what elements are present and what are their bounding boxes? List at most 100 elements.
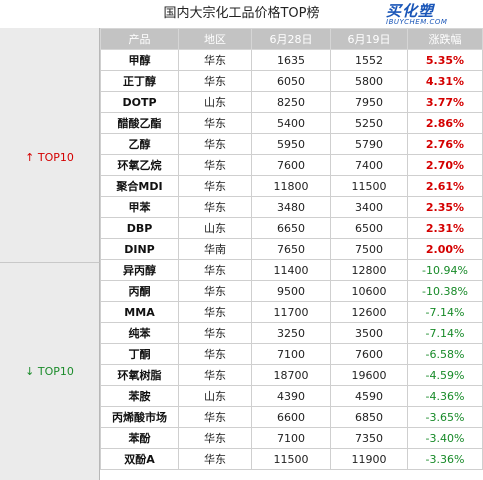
price-current-cell: 7100 (251, 343, 331, 365)
region-cell: 华东 (178, 133, 252, 155)
price-previous-cell: 11500 (330, 175, 408, 197)
price-current-cell: 3250 (251, 322, 331, 344)
price-table: 产品 地区 6月28日 6月19日 涨跌幅 甲醇 华东 1635 1552 5.35% 正… (100, 28, 483, 470)
price-current-cell: 6650 (251, 217, 331, 239)
header-row: 产品 地区 6月28日 6月19日 涨跌幅 (100, 28, 483, 50)
price-previous-cell: 5250 (330, 112, 408, 134)
change-cell: -4.36% (407, 385, 483, 407)
price-previous-cell: 6500 (330, 217, 408, 239)
price-current-cell: 8250 (251, 91, 331, 113)
price-current-cell: 11700 (251, 301, 331, 323)
region-cell: 山东 (178, 91, 252, 113)
price-current-cell: 3480 (251, 196, 331, 218)
product-cell: 甲醇 (100, 49, 179, 71)
price-current-cell: 5950 (251, 133, 331, 155)
product-cell: 苯胺 (100, 385, 179, 407)
change-cell: 2.70% (407, 154, 483, 176)
table-row: 环氧乙烷 华东 7600 7400 2.70% (100, 154, 483, 176)
table-row: DINP 华南 7650 7500 2.00% (100, 238, 483, 260)
brand-logo: 买化塑 IBUYCHEM.COM (386, 2, 476, 27)
price-previous-cell: 4590 (330, 385, 408, 407)
price-current-cell: 7600 (251, 154, 331, 176)
region-cell: 华东 (178, 322, 252, 344)
price-previous-cell: 12800 (330, 259, 408, 281)
price-previous-cell: 19600 (330, 364, 408, 386)
table-row: 聚合MDI 华东 11800 11500 2.61% (100, 175, 483, 197)
table-row: MMA 华东 11700 12600 -7.14% (100, 301, 483, 323)
price-current-cell: 18700 (251, 364, 331, 386)
product-cell: 环氧乙烷 (100, 154, 179, 176)
table-row: 苯酚 华东 7100 7350 -3.40% (100, 427, 483, 449)
change-cell: -3.36% (407, 448, 483, 470)
region-cell: 华东 (178, 301, 252, 323)
region-cell: 华东 (178, 364, 252, 386)
change-cell: -3.40% (407, 427, 483, 449)
header-date-current: 6月28日 (251, 28, 331, 50)
table-row: 苯胺 山东 4390 4590 -4.36% (100, 385, 483, 407)
product-cell: 乙醇 (100, 133, 179, 155)
price-previous-cell: 5800 (330, 70, 408, 92)
region-cell: 华东 (178, 175, 252, 197)
table-body: 甲醇 华东 1635 1552 5.35% 正丁醇 华东 6050 5800 4.31% DOTP 山… (100, 49, 483, 470)
table-row: DBP 山东 6650 6500 2.31% (100, 217, 483, 239)
price-current-cell: 11500 (251, 448, 331, 470)
price-current-cell: 1635 (251, 49, 331, 71)
price-previous-cell: 12600 (330, 301, 408, 323)
product-cell: 正丁醇 (100, 70, 179, 92)
header-date-previous: 6月19日 (330, 28, 408, 50)
region-cell: 华东 (178, 448, 252, 470)
down-arrow-icon: ↓ (25, 365, 35, 378)
header-change: 涨跌幅 (407, 28, 483, 50)
table-row: 纯苯 华东 3250 3500 -7.14% (100, 322, 483, 344)
price-current-cell: 11400 (251, 259, 331, 281)
region-cell: 华东 (178, 196, 252, 218)
table-row: 甲醇 华东 1635 1552 5.35% (100, 49, 483, 71)
table-row: DOTP 山东 8250 7950 3.77% (100, 91, 483, 113)
top-gainers-label: TOP10 (37, 151, 74, 164)
region-cell: 华东 (178, 70, 252, 92)
price-previous-cell: 3400 (330, 196, 408, 218)
price-current-cell: 5400 (251, 112, 331, 134)
region-cell: 华东 (178, 112, 252, 134)
region-cell: 华东 (178, 259, 252, 281)
change-cell: 2.61% (407, 175, 483, 197)
region-cell: 华东 (178, 427, 252, 449)
table-row: 乙醇 华东 5950 5790 2.76% (100, 133, 483, 155)
change-cell: 3.77% (407, 91, 483, 113)
product-cell: 醋酸乙酯 (100, 112, 179, 134)
title-bar: 国内大宗化工品价格TOP榜 买化塑 IBUYCHEM.COM (0, 0, 483, 29)
top-gainers-group-label: ↑ TOP10 (0, 28, 100, 262)
price-current-cell: 6050 (251, 70, 331, 92)
region-cell: 华东 (178, 406, 252, 428)
table-row: 丙烯酸市场 华东 6600 6850 -3.65% (100, 406, 483, 428)
change-cell: 5.35% (407, 49, 483, 71)
price-previous-cell: 3500 (330, 322, 408, 344)
change-cell: 2.76% (407, 133, 483, 155)
change-cell: 2.00% (407, 238, 483, 260)
change-cell: -7.14% (407, 301, 483, 323)
change-cell: 4.31% (407, 70, 483, 92)
product-cell: DOTP (100, 91, 179, 113)
price-current-cell: 7650 (251, 238, 331, 260)
change-cell: -7.14% (407, 322, 483, 344)
price-previous-cell: 7400 (330, 154, 408, 176)
table-header: 产品 地区 6月28日 6月19日 涨跌幅 (100, 28, 483, 50)
change-cell: -10.94% (407, 259, 483, 281)
price-previous-cell: 10600 (330, 280, 408, 302)
table-row: 丙酮 华东 9500 10600 -10.38% (100, 280, 483, 302)
brand-logo-main: 买化塑 (386, 2, 435, 20)
change-cell: -6.58% (407, 343, 483, 365)
table-row: 双酚A 华东 11500 11900 -3.36% (100, 448, 483, 470)
product-cell: MMA (100, 301, 179, 323)
region-cell: 山东 (178, 217, 252, 239)
product-cell: 聚合MDI (100, 175, 179, 197)
up-arrow-icon: ↑ (25, 151, 35, 164)
change-cell: 2.31% (407, 217, 483, 239)
price-previous-cell: 7950 (330, 91, 408, 113)
table-row: 甲苯 华东 3480 3400 2.35% (100, 196, 483, 218)
page-title: 国内大宗化工品价格TOP榜 (163, 6, 320, 21)
top-losers-label: TOP10 (37, 365, 74, 378)
product-cell: 丙酮 (100, 280, 179, 302)
header-region: 地区 (178, 28, 252, 50)
change-cell: 2.35% (407, 196, 483, 218)
